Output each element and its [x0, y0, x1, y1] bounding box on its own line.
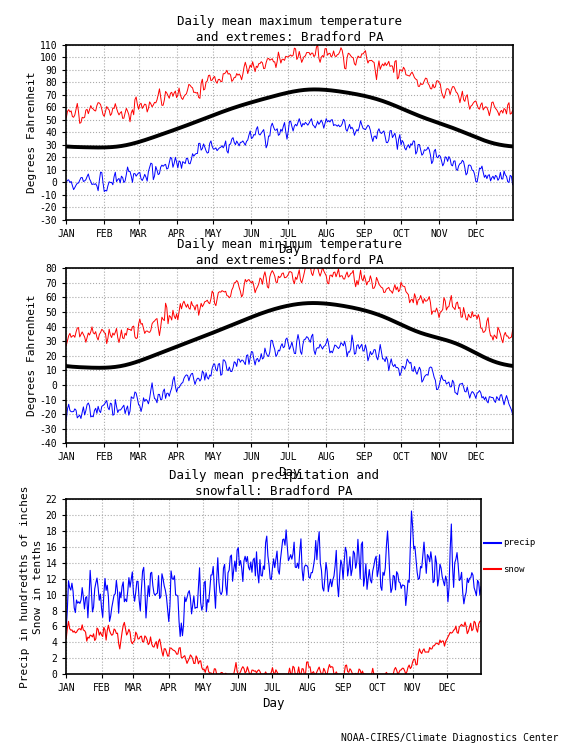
X-axis label: Day: Day — [262, 697, 285, 711]
X-axis label: Day: Day — [278, 466, 301, 480]
Y-axis label: Precip in hundredths of inches
Snow in tenths: Precip in hundredths of inches Snow in t… — [20, 486, 43, 688]
Text: NOAA-CIRES/Climate Diagnostics Center: NOAA-CIRES/Climate Diagnostics Center — [342, 733, 559, 744]
Y-axis label: Degrees Fahrenheit: Degrees Fahrenheit — [27, 72, 37, 193]
Y-axis label: Degrees Fahrenheit: Degrees Fahrenheit — [27, 295, 37, 416]
Text: precip: precip — [503, 539, 535, 548]
Title: Daily mean minimum temperature
and extremes: Bradford PA: Daily mean minimum temperature and extre… — [177, 238, 402, 267]
Title: Daily mean precipitation and
snowfall: Bradford PA: Daily mean precipitation and snowfall: B… — [169, 469, 378, 498]
Title: Daily mean maximum temperature
and extremes: Bradford PA: Daily mean maximum temperature and extre… — [177, 15, 402, 43]
X-axis label: Day: Day — [278, 243, 301, 256]
Text: snow: snow — [503, 565, 524, 574]
